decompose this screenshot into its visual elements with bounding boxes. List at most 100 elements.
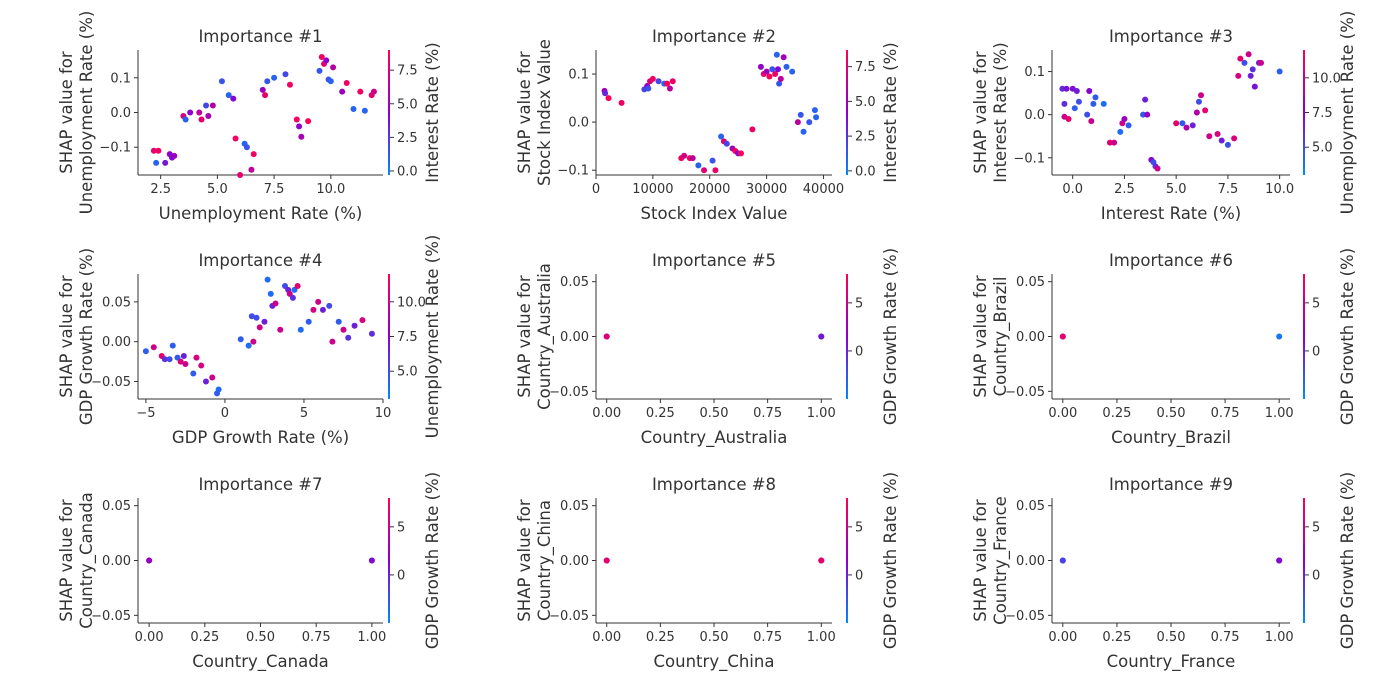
colorbar-tick-label: 5.0	[1312, 141, 1333, 156]
colorbar-tick-label: 7.5	[855, 60, 876, 75]
scatter-point	[297, 326, 304, 333]
x-tick-label: 2.5	[150, 182, 171, 197]
x-tick-label: 0.75	[753, 630, 782, 645]
scatter-point	[326, 302, 333, 309]
scatter-point	[655, 78, 662, 85]
x-tick-label: 0.00	[135, 630, 164, 645]
scatter-point	[298, 133, 305, 140]
scatter-point	[315, 298, 322, 305]
y-tick-label: 0.00	[1016, 330, 1045, 345]
colorbar	[846, 50, 848, 175]
scatter-point	[800, 128, 807, 135]
scatter-point	[602, 90, 609, 97]
scatter-point	[327, 78, 334, 85]
scatter-point	[649, 75, 656, 82]
scatter-point	[256, 324, 263, 331]
scatter-point	[203, 102, 210, 109]
colorbar	[846, 498, 848, 623]
scatter-point	[1189, 122, 1196, 129]
scatter-point	[215, 386, 222, 393]
y-tick-label: 0.1	[1024, 65, 1045, 80]
colorbar	[388, 274, 390, 399]
scatter-point	[248, 313, 255, 320]
y-axis-label-line: Country_Brazil	[991, 277, 1011, 397]
scatter-point	[190, 370, 197, 377]
y-axis-label: SHAP value forInterest Rate (%)	[971, 42, 1010, 182]
scatter-point	[1276, 557, 1283, 564]
y-tick-label: 0.05	[1016, 275, 1045, 290]
scatter-point	[1092, 94, 1099, 101]
scatter-point	[245, 342, 252, 349]
scatter-point	[1086, 87, 1093, 94]
scatter-point	[1090, 100, 1097, 107]
scatter-point	[789, 68, 796, 75]
x-tick-label: 1.00	[1265, 406, 1294, 421]
colorbar-label: GDP Growth Rate (%)	[881, 248, 900, 425]
x-axis-label: Country_Brazil	[1111, 428, 1231, 448]
y-tick-label: 0.00	[560, 330, 589, 345]
x-tick-label: 0.50	[700, 630, 729, 645]
scatter-point	[1218, 137, 1225, 144]
scatter-point	[264, 276, 271, 283]
scatter-point	[718, 133, 725, 140]
scatter-point	[209, 374, 216, 381]
subplot-2: Importance #2 0 10000 20000 30000 40000 −0.1 0.…	[515, 27, 900, 223]
scatter-point	[1075, 98, 1082, 105]
scatter-point	[296, 123, 303, 130]
scatter-point	[250, 151, 257, 158]
scatter-point	[1195, 98, 1202, 105]
scatter-point	[361, 107, 368, 114]
x-tick-label: 7.5	[1218, 182, 1239, 197]
scatter-point	[218, 78, 225, 85]
y-axis-label-line: SHAP value for	[971, 275, 990, 398]
x-tick-label: 0.75	[302, 630, 331, 645]
scatter-point	[1183, 124, 1190, 131]
x-tick-label: 0.75	[1211, 630, 1240, 645]
scatter-point	[1065, 115, 1072, 122]
scatter-point	[182, 360, 189, 367]
colorbar-tick-label: 5	[1312, 296, 1320, 311]
scatter-point	[603, 557, 610, 564]
scatter-point	[757, 63, 764, 70]
y-axis-label: SHAP value forGDP Growth Rate (%)	[57, 248, 96, 425]
subplot-8: Importance #80.00 0.25 0.50 0.75 1.00−0.050.…	[515, 472, 900, 672]
y-axis-label: SHAP value forCountry_Australia	[515, 263, 555, 410]
scatter-point	[1059, 333, 1066, 340]
subplot-9: Importance #90.00 0.25 0.50 0.75 1.00−0.050.…	[971, 472, 1357, 672]
scatter-point	[368, 557, 375, 564]
colorbar	[388, 498, 390, 623]
x-axis-label: Interest Rate (%)	[1101, 204, 1241, 223]
colorbar-label: GDP Growth Rate (%)	[881, 472, 900, 649]
scatter-point	[198, 116, 205, 123]
colorbar-tick-label: 0.0	[855, 164, 876, 179]
scatter-point	[316, 67, 323, 74]
colorbar-tick-label: 2.5	[397, 131, 418, 146]
scatter-point	[723, 140, 730, 147]
scatter-point	[289, 294, 296, 301]
scatter-point	[294, 282, 301, 289]
scatter-point	[749, 126, 756, 133]
y-tick-label: 0.00	[560, 554, 589, 569]
colorbar-tick-label: 5.0	[397, 365, 418, 380]
y-axis-label-line: Stock Index Value	[535, 39, 554, 186]
scatter-point	[177, 358, 184, 365]
scatter-point	[368, 330, 375, 337]
scatter-point	[169, 342, 176, 349]
x-tick-label: 10	[375, 406, 392, 421]
scatter-point	[1071, 105, 1078, 112]
y-axis-label-line: SHAP value for	[515, 275, 534, 398]
x-axis-label: GDP Growth Rate (%)	[172, 428, 349, 447]
y-tick-label: 0.1	[568, 68, 589, 83]
y-axis-label-line: SHAP value for	[515, 51, 534, 174]
scatter-point	[666, 85, 673, 92]
scatter-point	[187, 109, 194, 116]
scatter-point	[605, 95, 612, 102]
scatter-point	[293, 116, 300, 123]
scatter-point	[1154, 165, 1161, 172]
scatter-point	[769, 66, 776, 73]
scatter-point	[1063, 85, 1070, 92]
y-tick-label: −0.1	[99, 141, 131, 156]
subplot-1: Importance #1 2.5 5.0 7.5 10.0 −0.1 0.0 0.1 Unem…	[57, 11, 442, 223]
x-tick-label: 5	[300, 406, 308, 421]
subplot-title: Importance #7	[198, 475, 322, 494]
